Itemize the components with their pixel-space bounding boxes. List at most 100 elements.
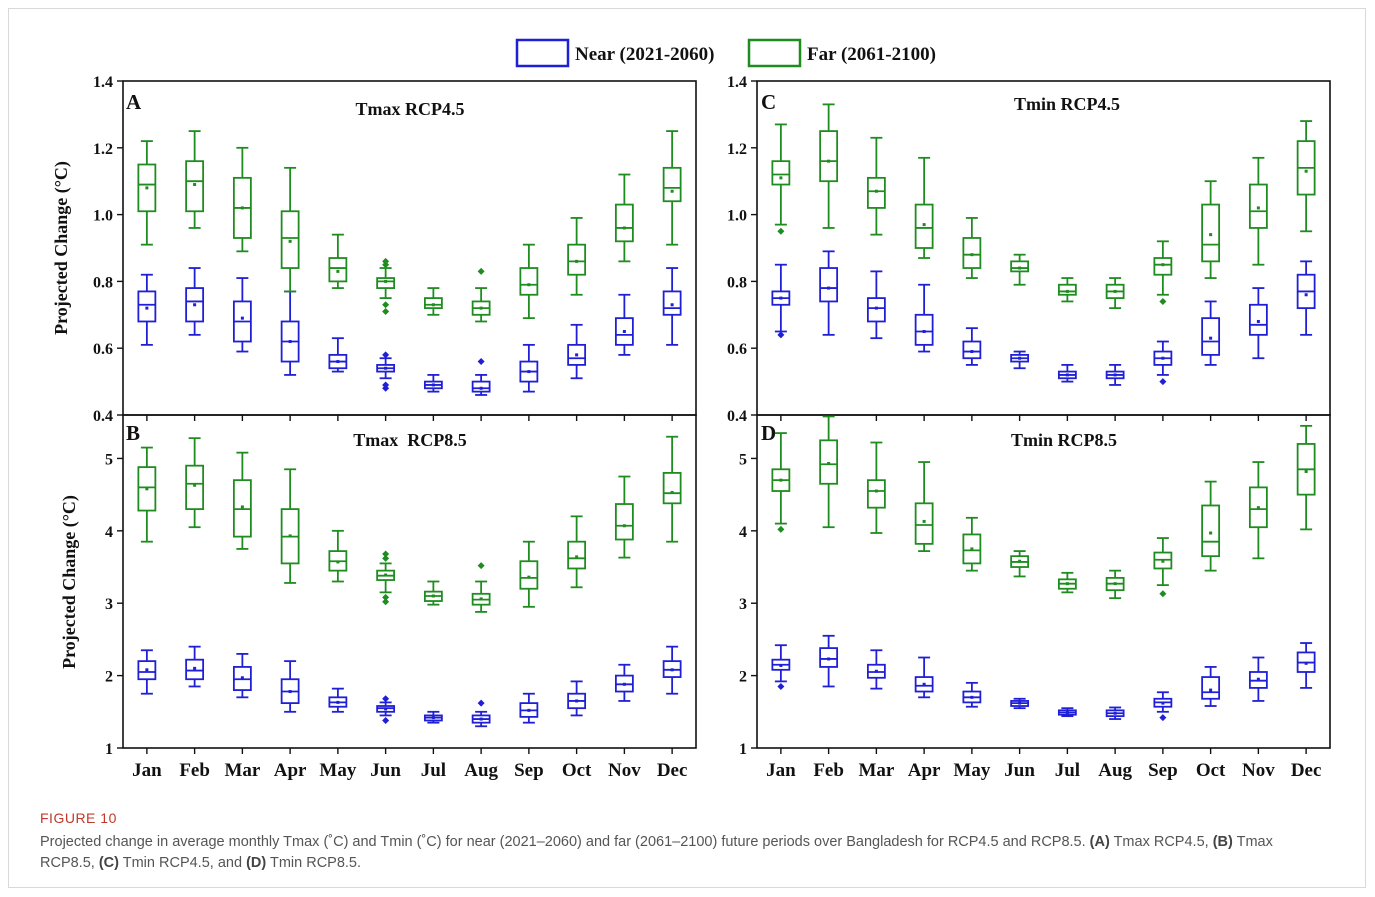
panel-d-near-mean: [874, 669, 878, 673]
panel-d-xtick-label: Nov: [1242, 760, 1275, 781]
panel-b-far-mean: [336, 560, 340, 564]
panel-d-letter: D: [761, 421, 776, 445]
plot-layer: 0.4 0.6 0.8 1.0 1.2 1.4 1 2 3 4 5 Jan Feb Mar Apr May Ju…: [93, 74, 1331, 781]
panel-c-near-mean: [1304, 293, 1308, 297]
caption-b-text: Tmax RCP8.5,: [40, 834, 1273, 871]
panel-c-far-outlier: [777, 227, 785, 235]
panel-c-far-mean: [1018, 266, 1022, 270]
panel-b-far-mean: [145, 487, 149, 491]
panel-b-near-mean: [670, 668, 674, 672]
panel-a-frame: [122, 80, 697, 416]
panel-b-xtick-label: Mar: [224, 760, 260, 781]
panel-a-far-mean: [288, 239, 292, 243]
panel-c-ytick-label: 1.4: [727, 74, 747, 91]
panel-c-far-mean: [827, 159, 831, 163]
panel-a-far-mean: [527, 283, 531, 287]
panel-b-near-mean: [575, 699, 579, 703]
panel-b-near-mean: [336, 700, 340, 704]
panel-a-near-outlier: [477, 358, 485, 366]
panel-d-near-mean: [1209, 688, 1213, 692]
panel-a-far-mean: [575, 259, 579, 263]
caption-text: Projected change in average monthly Tmax…: [40, 834, 1090, 850]
panel-d-far-mean: [1256, 506, 1260, 510]
figure-label: FIGURE 10: [40, 810, 117, 826]
panel-a-far-mean: [622, 226, 626, 230]
panel-d-near-mean: [1161, 701, 1165, 705]
figure-chart: Near (2021-2060) Far (2061-2100) Project…: [51, 38, 1331, 781]
panel-a-far-mean: [193, 183, 197, 187]
caption-d-tag: (D): [246, 855, 267, 871]
panel-b-ytick-label: 3: [105, 596, 113, 613]
panel-a-near-outlier: [382, 381, 390, 389]
panel-a-letter: A: [126, 90, 142, 114]
panel-a-near-mean: [145, 306, 149, 310]
panel-d-near-box: [1201, 676, 1221, 700]
legend-near-swatch: [515, 38, 570, 68]
panel-c-near-mean: [970, 350, 974, 354]
panel-c-far-box: [1248, 183, 1268, 229]
panel-b-title: Tmax RCP8.5: [353, 430, 467, 450]
panel-d-far-mean: [1304, 469, 1308, 473]
panel-c-far-box: [1010, 260, 1030, 273]
caption-b-tag: (B): [1212, 834, 1233, 850]
panel-b-xtick-label: Aug: [464, 760, 498, 781]
caption-c-text: Tmin RCP4.5, and: [118, 855, 247, 871]
panel-b-far-outlier: [382, 593, 390, 601]
panel-c-far-mean: [922, 223, 926, 227]
panel-d-near-mean: [1304, 661, 1308, 665]
panel-a-far-mean: [240, 206, 244, 210]
panel-a-far-box: [328, 257, 348, 283]
panel-b-near-mean: [240, 676, 244, 680]
panel-c-near-box: [1248, 303, 1268, 336]
panel-c-far-mean: [1113, 289, 1117, 293]
panel-c-far-outlier: [1159, 297, 1167, 305]
figure-frame: [8, 8, 1366, 888]
panel-c-far-box: [914, 203, 934, 249]
panel-d-near-mean: [922, 682, 926, 686]
panel-b-letter: B: [126, 421, 140, 445]
panel-b-ytick-label: 1: [105, 741, 113, 758]
panel-d-xtick-label: Sep: [1148, 760, 1178, 781]
panel-b-far-box: [567, 540, 587, 570]
panel-b-far-box: [185, 464, 205, 511]
panel-d-ytick-label: 4: [739, 524, 747, 541]
panel-d-far-outlier: [777, 525, 785, 533]
panel-c-far-mean: [1256, 206, 1260, 210]
panel-a-near-mean: [670, 303, 674, 307]
panel-d-xtick-label: Apr: [908, 760, 941, 781]
panel-c-near-mean: [1113, 373, 1117, 377]
panel-d-far-mean: [1113, 582, 1117, 586]
panel-b-far-mean: [622, 524, 626, 528]
panel-a-far-box: [519, 267, 539, 296]
panel-d-far-mean: [1209, 531, 1213, 535]
panel-b-near-mean: [193, 666, 197, 670]
panel-b-far-box: [662, 472, 682, 505]
panel-b-far-mean: [431, 594, 435, 598]
panel-b-near-mean: [527, 708, 531, 712]
panel-b-far-mean: [193, 483, 197, 487]
panel-a-ytick-label: 0.6: [93, 341, 113, 358]
panel-b-ytick-label: 4: [105, 524, 113, 541]
panel-d-far-box: [1201, 504, 1221, 558]
y-axis-title-top: Projected Change (°C): [51, 161, 72, 335]
panel-c-ytick-label: 1.2: [727, 141, 747, 158]
panel-c-ytick-label: 0.4: [727, 408, 747, 425]
panel-c-far-box: [1201, 203, 1221, 263]
panel-b-near-mean: [288, 690, 292, 694]
panel-d-near-mean: [779, 663, 783, 667]
panel-a-far-mean: [479, 306, 483, 310]
panel-a-near-mean: [479, 386, 483, 390]
panel-d-near-mean: [1256, 677, 1260, 681]
panel-c-far-mean: [970, 253, 974, 257]
panel-d-ytick-label: 1: [739, 741, 747, 758]
panel-a-far-mean: [384, 279, 388, 283]
panel-d-frame: [756, 414, 1331, 749]
panel-a-far-mean: [431, 303, 435, 307]
panel-b-xtick-label: Sep: [514, 760, 544, 781]
panel-a-far-box: [280, 210, 300, 269]
panel-d-near-mean: [1065, 711, 1069, 715]
panel-d-far-mean: [1161, 559, 1165, 563]
panel-c-near-box: [819, 267, 839, 303]
panel-a-title: Tmax RCP4.5: [356, 99, 465, 119]
panel-d-far-mean: [1018, 559, 1022, 563]
